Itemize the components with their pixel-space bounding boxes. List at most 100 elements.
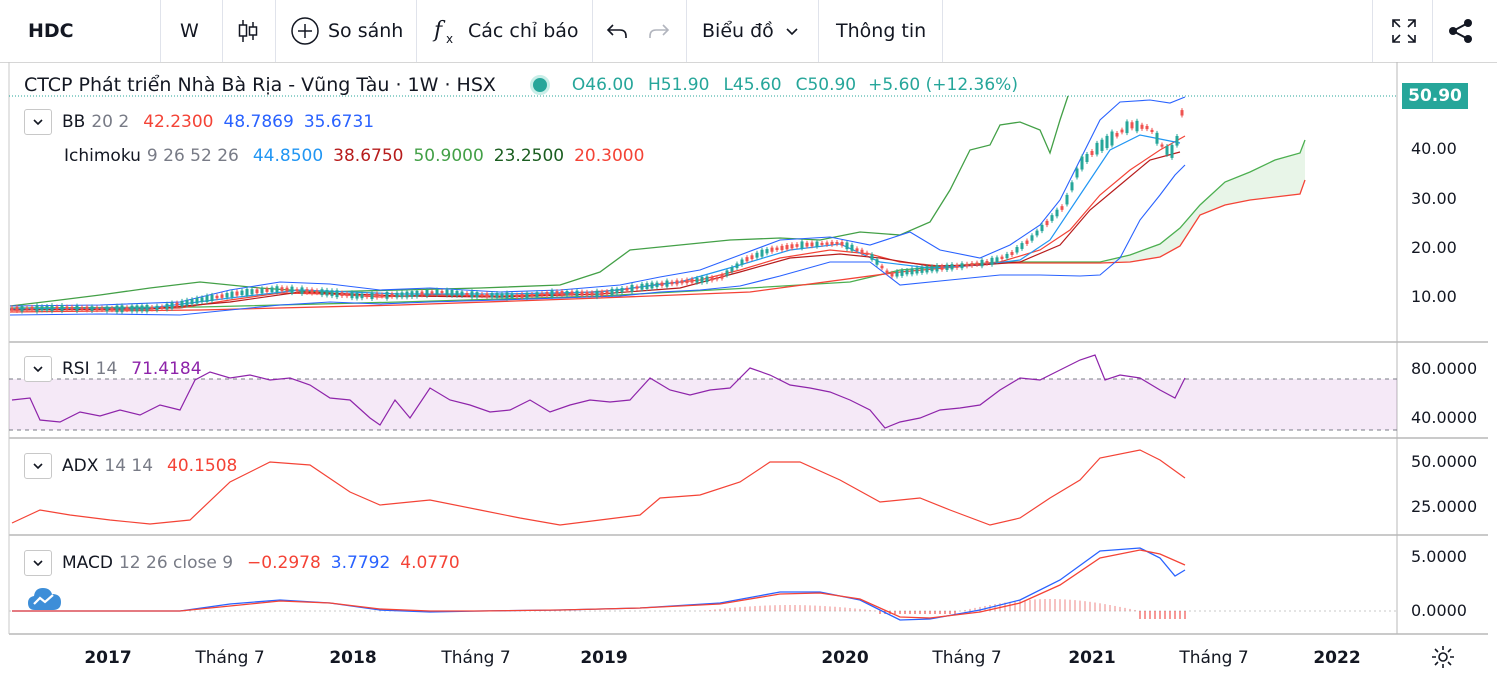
price-candle	[105, 306, 109, 312]
ichimoku-lead-b-value: 20.3000	[574, 146, 645, 166]
adx-line	[11, 449, 1186, 526]
chart-canvas[interactable]	[0, 62, 1497, 678]
price-candle	[670, 281, 674, 285]
macd-name: MACD	[62, 553, 113, 573]
price-candle	[1055, 209, 1059, 217]
toolbar-divider	[1372, 0, 1373, 62]
price-candle	[760, 249, 764, 257]
share-icon	[1449, 19, 1472, 43]
time-axis-label: Tháng 7	[1179, 648, 1249, 668]
info-button[interactable]: Thông tin	[836, 20, 927, 42]
price-candle	[110, 307, 114, 311]
price-candle	[575, 290, 579, 297]
price-candle	[240, 290, 244, 296]
price-candle	[565, 291, 569, 296]
macd-histogram-value: −0.2978	[247, 553, 321, 573]
price-candle	[705, 276, 709, 283]
rsi-value: 71.4184	[131, 359, 202, 379]
price-candle	[405, 291, 409, 298]
redo-button[interactable]	[647, 0, 671, 62]
price-candle	[495, 292, 499, 298]
price-candle	[980, 259, 984, 267]
price-candle	[995, 257, 999, 262]
price-candle	[665, 280, 669, 287]
price-candle	[1010, 252, 1014, 255]
adx-name: ADX	[62, 456, 99, 476]
price-candle	[1090, 151, 1094, 155]
price-candle	[80, 307, 84, 310]
chevron-down-icon	[33, 560, 43, 567]
price-candle	[480, 293, 484, 297]
price-candle	[715, 277, 719, 280]
rsi-axis-label: 80.0000	[1411, 359, 1478, 378]
price-candle	[180, 300, 184, 307]
price-candle	[625, 287, 629, 291]
price-candle	[150, 306, 154, 310]
price-candle	[910, 268, 914, 275]
price-candle	[155, 305, 159, 311]
tradingview-logo[interactable]	[26, 584, 64, 614]
compare-button[interactable]: So sánh	[290, 0, 403, 62]
indicators-button[interactable]: f x Các chỉ báo	[432, 0, 579, 62]
toolbar-divider	[818, 0, 819, 62]
price-candle	[555, 291, 559, 296]
chart-settings-button[interactable]	[1430, 644, 1456, 674]
price-candle	[780, 245, 784, 251]
bb-name: BB	[62, 112, 86, 132]
cloud-logo-icon	[28, 588, 61, 610]
ichimoku-lagging-line	[9, 95, 1069, 307]
chart-type-menu[interactable]: Biểu đồ	[702, 0, 802, 62]
ichimoku-cloud	[1100, 140, 1305, 263]
price-candle	[30, 306, 34, 311]
price-candle	[1060, 206, 1064, 210]
candles-style-button[interactable]	[236, 0, 260, 62]
price-candle	[10, 307, 14, 311]
time-axis-label: 2022	[1313, 648, 1361, 668]
legend-collapse-button[interactable]	[24, 109, 52, 135]
chevron-down-icon	[33, 366, 43, 373]
price-candle	[230, 291, 234, 298]
price-candle	[500, 293, 504, 298]
legend-collapse-button[interactable]	[24, 356, 52, 382]
bb-legend: BB 20 2 42.2300 48.7869 35.6731	[24, 109, 384, 135]
price-candle	[620, 287, 624, 293]
price-candle	[465, 292, 469, 296]
price-candle	[490, 293, 494, 298]
price-axis-label: 30.00	[1411, 189, 1457, 208]
price-candle	[755, 252, 759, 258]
function-icon: f x	[432, 18, 453, 46]
price-candle	[845, 242, 849, 250]
chevron-down-icon	[33, 463, 43, 470]
interval-button[interactable]: W	[180, 20, 199, 42]
price-candle	[475, 292, 479, 298]
ichimoku-params: 9 26 52 26	[146, 146, 239, 166]
adx-value: 40.1508	[167, 456, 238, 476]
price-candle	[605, 291, 609, 295]
fullscreen-button[interactable]	[1390, 0, 1418, 62]
price-candle	[365, 294, 369, 298]
price-candle	[400, 292, 404, 298]
price-candle	[325, 289, 329, 296]
price-candle	[1120, 129, 1124, 133]
price-candle	[1115, 132, 1119, 137]
price-candle	[445, 289, 449, 296]
price-candle	[805, 242, 809, 247]
time-axis-label: 2021	[1068, 648, 1116, 668]
price-candle	[360, 293, 364, 299]
legend-collapse-button[interactable]	[24, 550, 52, 576]
price-candle	[885, 270, 889, 274]
legend-collapse-button[interactable]	[24, 453, 52, 479]
price-candle	[815, 241, 819, 247]
price-candle	[540, 293, 544, 296]
price-candle	[740, 259, 744, 265]
price-candle	[90, 306, 94, 311]
undo-button[interactable]	[605, 0, 629, 62]
share-button[interactable]	[1447, 0, 1475, 62]
price-candle	[470, 291, 474, 298]
price-candle	[185, 299, 189, 306]
symbol-search-button[interactable]: HDC	[28, 20, 74, 42]
price-candle	[200, 297, 204, 302]
ohlc-close: C50.90	[795, 75, 857, 95]
toolbar-divider	[942, 0, 943, 62]
price-candle	[770, 247, 774, 252]
